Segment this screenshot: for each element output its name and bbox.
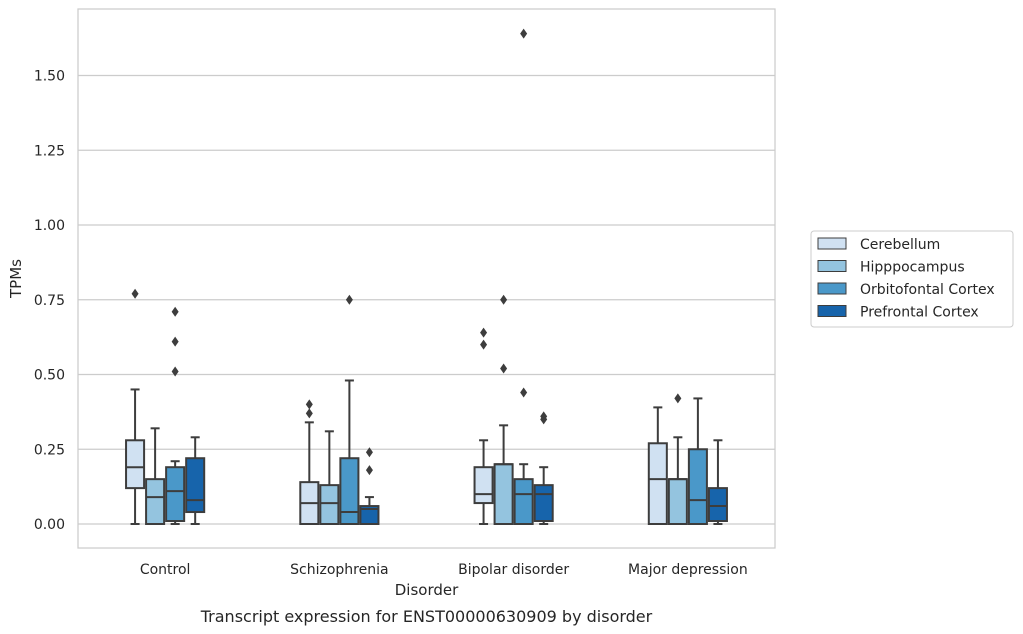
box-iqr [707, 487, 728, 523]
box-iqr [493, 463, 514, 526]
legend-swatch [817, 305, 847, 317]
outlier-point [305, 408, 313, 419]
box-iqr [687, 448, 708, 525]
box-iqr [533, 484, 554, 523]
y-tick-label: 1.00 [34, 218, 65, 234]
y-tick-label: 0.50 [34, 368, 65, 384]
outlier-point [500, 363, 508, 374]
boxes [125, 28, 728, 526]
outlier-point [365, 447, 373, 458]
y-tick-label: 1.25 [34, 143, 65, 159]
box-orbitofontal-cortex [513, 28, 534, 525]
outlier-point [365, 465, 373, 476]
box-cerebellum [473, 327, 494, 525]
box-iqr [145, 478, 166, 525]
y-axis-ticks: 0.00 0.25 0.50 0.75 1.00 1.25 1.50 [34, 69, 65, 534]
legend: Cerebellum Hipppocampus Orbitofontal Corte… [810, 230, 1014, 328]
legend-label: Orbitofontal Cortex [860, 282, 995, 298]
y-axis-label: TPMs [7, 259, 25, 299]
box-iqr [185, 457, 206, 514]
y-tick-label: 0.00 [34, 517, 65, 533]
box-orbitofontal-cortex [339, 294, 360, 525]
outlier-point [171, 366, 179, 377]
box-iqr [165, 466, 186, 523]
outlier-point [500, 294, 508, 305]
box-orbitofontal-cortex [687, 397, 708, 525]
box-orbitofontal-cortex [165, 306, 186, 525]
legend-swatch [817, 260, 847, 272]
legend-label: Hipppocampus [860, 260, 965, 276]
box-prefrontal-cortex [359, 447, 380, 525]
legend-swatch [817, 282, 847, 295]
box-prefrontal-cortex [185, 436, 206, 525]
chart-caption: Transcript expression for ENST0000063090… [200, 607, 653, 626]
legend-frame [810, 230, 1014, 328]
box-iqr [339, 457, 360, 525]
outlier-point [305, 399, 313, 410]
x-tick-label: Control [140, 562, 191, 578]
x-tick-label: Schizophrenia [290, 562, 388, 578]
legend-label: Cerebellum [860, 237, 940, 253]
outlier-point [520, 28, 528, 39]
box-iqr [473, 466, 494, 505]
box-hipppocampus [493, 294, 514, 526]
box-cerebellum [125, 288, 146, 525]
box-iqr [359, 505, 380, 525]
y-tick-label: 0.25 [34, 442, 65, 458]
outlier-point [345, 294, 353, 305]
outlier-point [131, 288, 139, 299]
outlier-point [480, 339, 488, 350]
outlier-point [171, 336, 179, 347]
x-tick-label: Bipolar disorder [458, 562, 569, 578]
y-tick-label: 1.50 [34, 69, 65, 85]
box-iqr [667, 478, 688, 525]
x-axis-ticks: Control Schizophrenia Bipolar disorder Majo… [140, 562, 748, 578]
box-prefrontal-cortex [707, 439, 728, 525]
box-hipppocampus [667, 393, 688, 525]
y-tick-label: 0.75 [34, 293, 65, 309]
box-iqr [513, 478, 534, 525]
box-prefrontal-cortex [533, 411, 554, 525]
box-cerebellum [299, 399, 320, 526]
plot-frame [77, 8, 776, 549]
box-iqr [647, 442, 668, 525]
legend-label: Prefrontal Cortex [860, 305, 979, 321]
legend-swatch [817, 237, 847, 250]
box-hipppocampus [145, 427, 166, 525]
box-hipppocampus [319, 430, 340, 526]
box-cerebellum [647, 406, 668, 525]
outlier-point [540, 411, 548, 422]
x-tick-label: Major depression [628, 562, 748, 578]
outlier-point [171, 306, 179, 317]
outlier-point [674, 393, 682, 404]
outlier-point [480, 327, 488, 338]
outlier-point [520, 387, 528, 398]
x-axis-label: Disorder [395, 581, 459, 599]
box-iqr [125, 439, 146, 490]
box-iqr [319, 484, 340, 526]
